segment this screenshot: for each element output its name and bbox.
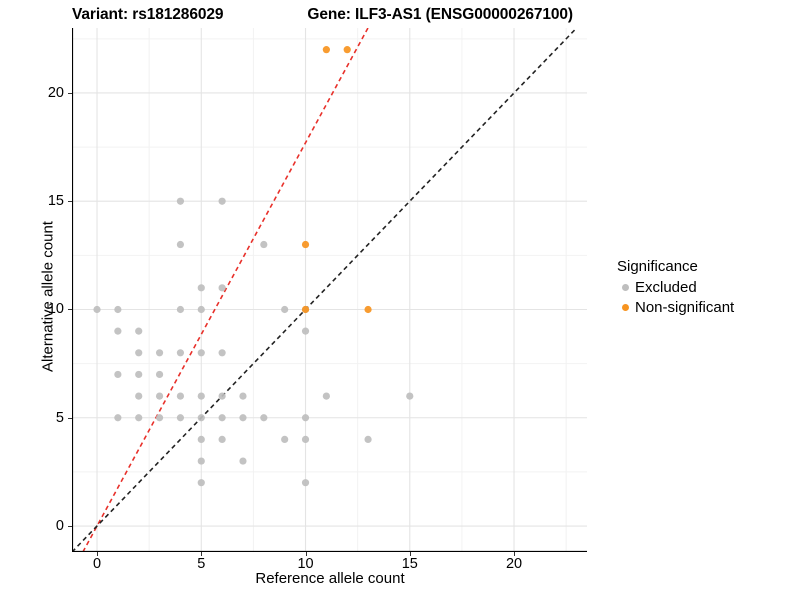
data-point — [176, 240, 185, 249]
data-point — [260, 240, 268, 249]
legend-label-non-significant: Non-significant — [635, 298, 735, 316]
y-tick-mark — [68, 417, 72, 419]
legend: Significance Excluded Non-significant — [617, 258, 797, 317]
data-point — [197, 284, 205, 292]
data-point — [155, 349, 164, 357]
plot-canvas — [72, 28, 587, 552]
data-point — [301, 435, 310, 444]
data-point — [155, 370, 164, 379]
data-point — [239, 392, 247, 400]
data-point — [114, 414, 122, 422]
red-dashed-line — [82, 28, 369, 552]
data-point — [218, 392, 226, 400]
y-tick-mark — [68, 201, 72, 203]
data-point — [301, 327, 310, 335]
x-tick-mark — [305, 552, 307, 556]
data-point — [218, 284, 226, 292]
x-tick-label: 20 — [505, 556, 523, 572]
x-tick-label: 0 — [92, 556, 102, 572]
axis-lines — [72, 28, 587, 552]
data-point — [197, 305, 205, 314]
data-point — [155, 414, 164, 422]
data-point — [93, 305, 101, 314]
x-tick-label: 5 — [197, 556, 206, 572]
x-axis-tick-labels: 0 5 10 15 20 — [72, 556, 587, 576]
data-point — [135, 370, 143, 379]
data-point — [301, 479, 310, 487]
black-dashed-line — [72, 28, 578, 552]
y-tick-label: 15 — [47, 193, 64, 210]
x-tick-label: 15 — [401, 556, 418, 572]
data-point — [322, 46, 330, 54]
data-point — [135, 414, 143, 422]
y-tick-mark — [68, 309, 72, 311]
data-point — [281, 305, 289, 314]
legend-label-excluded: Excluded — [635, 278, 697, 296]
data-point — [197, 479, 205, 487]
data-point — [218, 435, 226, 444]
gene-title: Gene: ILF3-AS1 (ENSG00000267100) — [307, 6, 573, 23]
data-point — [155, 392, 164, 400]
y-tick-label: 10 — [47, 301, 64, 318]
data-point — [281, 435, 289, 444]
legend-title: Significance — [617, 258, 698, 275]
data-point — [197, 457, 205, 465]
y-axis-tick-labels: 0 5 10 15 20 — [22, 28, 64, 552]
data-point — [135, 349, 143, 357]
legend-key-non-significant-icon — [617, 299, 633, 315]
data-point — [114, 327, 122, 335]
data-point — [197, 414, 205, 422]
data-point — [176, 414, 185, 422]
x-tick-mark — [97, 552, 99, 556]
data-point — [218, 197, 226, 205]
data-point — [218, 414, 226, 422]
data-point — [239, 414, 247, 422]
variant-title: Variant: rs181286029 — [72, 6, 224, 23]
legend-key-excluded-icon — [617, 279, 633, 295]
y-axis-title: Alternative allele count — [39, 221, 57, 372]
y-tick-label: 0 — [55, 518, 64, 535]
data-point — [114, 305, 122, 314]
data-point — [260, 414, 268, 422]
data-point — [197, 349, 205, 357]
data-point — [301, 414, 310, 422]
x-tick-mark — [201, 552, 203, 556]
data-point — [322, 392, 330, 400]
data-point — [135, 392, 143, 400]
data-point — [176, 197, 185, 205]
data-point — [239, 457, 247, 465]
data-point — [406, 392, 414, 400]
x-tick-mark — [409, 552, 411, 556]
plot-panel — [72, 28, 587, 552]
data-point — [301, 240, 310, 249]
data-point — [364, 305, 372, 314]
data-point — [343, 46, 351, 54]
x-axis-title: Reference allele count — [255, 570, 405, 587]
legend-item-non-significant[interactable]: Non-significant — [617, 297, 797, 317]
data-point — [176, 392, 185, 400]
y-tick-mark — [68, 526, 72, 528]
y-tick-label: 20 — [47, 84, 64, 101]
data-point — [176, 305, 185, 314]
y-tick-mark — [68, 92, 72, 94]
legend-item-excluded[interactable]: Excluded — [617, 277, 797, 297]
gridlines — [72, 28, 587, 552]
data-point — [197, 435, 205, 444]
data-point — [218, 349, 226, 357]
x-tick-mark — [514, 552, 516, 556]
reference-lines — [72, 28, 578, 552]
data-point — [176, 349, 185, 357]
x-tick-label: 10 — [297, 556, 314, 572]
data-point — [114, 370, 122, 379]
y-tick-label: 5 — [55, 409, 64, 426]
plot-title-row: Variant: rs181286029 Gene: ILF3-AS1 (ENS… — [72, 2, 712, 28]
data-point — [364, 435, 372, 444]
data-point — [301, 305, 310, 314]
data-point — [135, 327, 143, 335]
data-point — [197, 392, 205, 400]
data-points — [93, 46, 414, 487]
